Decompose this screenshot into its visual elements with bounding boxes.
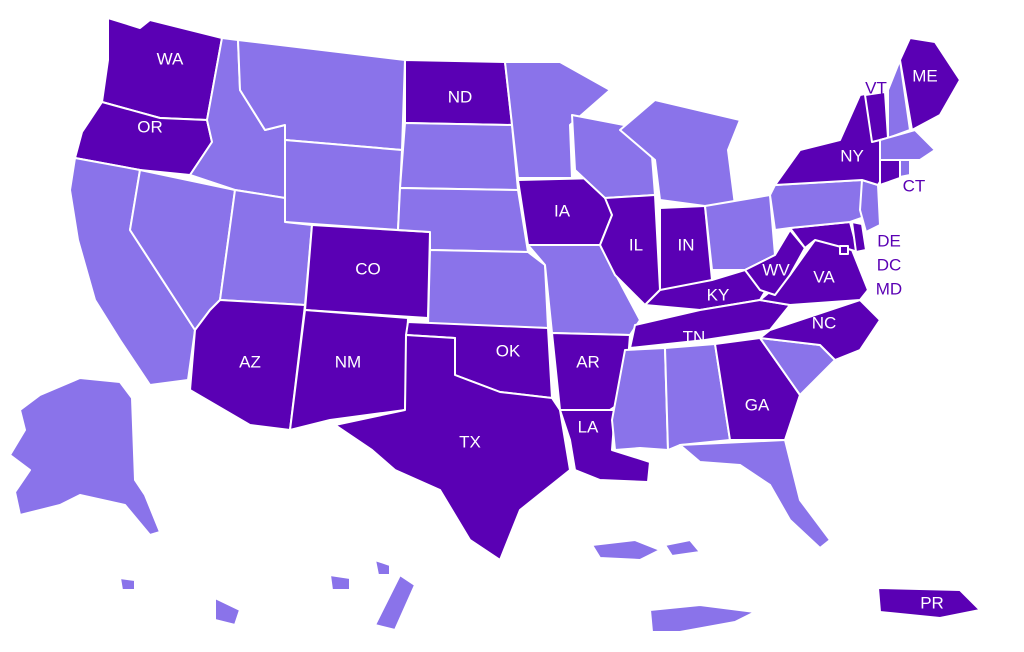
state-ma bbox=[879, 129, 936, 161]
state-sd bbox=[399, 122, 519, 191]
label-pr: PR bbox=[920, 593, 944, 612]
label-or: OR bbox=[137, 117, 163, 136]
state-ks bbox=[427, 249, 549, 329]
label-co: CO bbox=[355, 259, 381, 278]
label-nm: NM bbox=[335, 352, 361, 371]
label-la: LA bbox=[578, 417, 599, 436]
state-de bbox=[851, 221, 867, 253]
label-ia: IA bbox=[554, 201, 571, 220]
state-mn bbox=[504, 61, 611, 179]
label-de: DE bbox=[877, 231, 901, 250]
label-il: IL bbox=[629, 235, 643, 254]
label-nd: ND bbox=[448, 87, 473, 106]
state-ny bbox=[774, 89, 891, 186]
label-ok: OK bbox=[496, 341, 521, 360]
state-tx bbox=[334, 334, 571, 561]
label-ga: GA bbox=[745, 395, 770, 414]
label-vt: VT bbox=[865, 78, 887, 97]
state-nh bbox=[887, 59, 911, 139]
label-wv: WV bbox=[762, 260, 790, 279]
label-tn: TN bbox=[683, 327, 706, 346]
territory-islands-south bbox=[649, 604, 756, 633]
label-va: VA bbox=[813, 267, 835, 286]
state-oh bbox=[704, 194, 776, 271]
label-ar: AR bbox=[576, 352, 600, 371]
territory-vi-islands-west bbox=[591, 539, 661, 561]
label-ct: CT bbox=[903, 176, 926, 195]
label-tx: TX bbox=[459, 432, 481, 451]
label-dc: DC bbox=[877, 255, 902, 274]
state-il bbox=[599, 194, 661, 306]
state-fl bbox=[679, 439, 831, 549]
state-nj bbox=[859, 179, 881, 233]
state-dc bbox=[839, 245, 849, 255]
state-ri bbox=[899, 159, 911, 178]
label-ky: KY bbox=[707, 285, 730, 304]
label-nc: NC bbox=[812, 313, 837, 332]
label-az: AZ bbox=[239, 352, 261, 371]
label-me: ME bbox=[912, 66, 938, 85]
state-nc bbox=[759, 299, 881, 361]
label-ny: NY bbox=[840, 146, 864, 165]
state-wy bbox=[284, 139, 403, 231]
state-al bbox=[664, 343, 731, 451]
state-hi bbox=[119, 559, 416, 631]
state-labels: WA OR ND IA IL IN CO AZ NM OK TX AR LA T… bbox=[137, 49, 944, 612]
state-nm bbox=[289, 309, 409, 431]
state-wa bbox=[101, 17, 223, 121]
state-wv bbox=[744, 229, 806, 296]
label-in: IN bbox=[678, 235, 695, 254]
state-ct bbox=[879, 159, 901, 186]
state-pr bbox=[877, 587, 981, 619]
state-ga bbox=[714, 337, 801, 441]
state-ak bbox=[9, 377, 161, 536]
state-tn bbox=[629, 299, 791, 349]
label-md: MD bbox=[876, 279, 902, 298]
territory-vi-islands-east bbox=[664, 539, 701, 557]
label-wa: WA bbox=[157, 49, 184, 68]
